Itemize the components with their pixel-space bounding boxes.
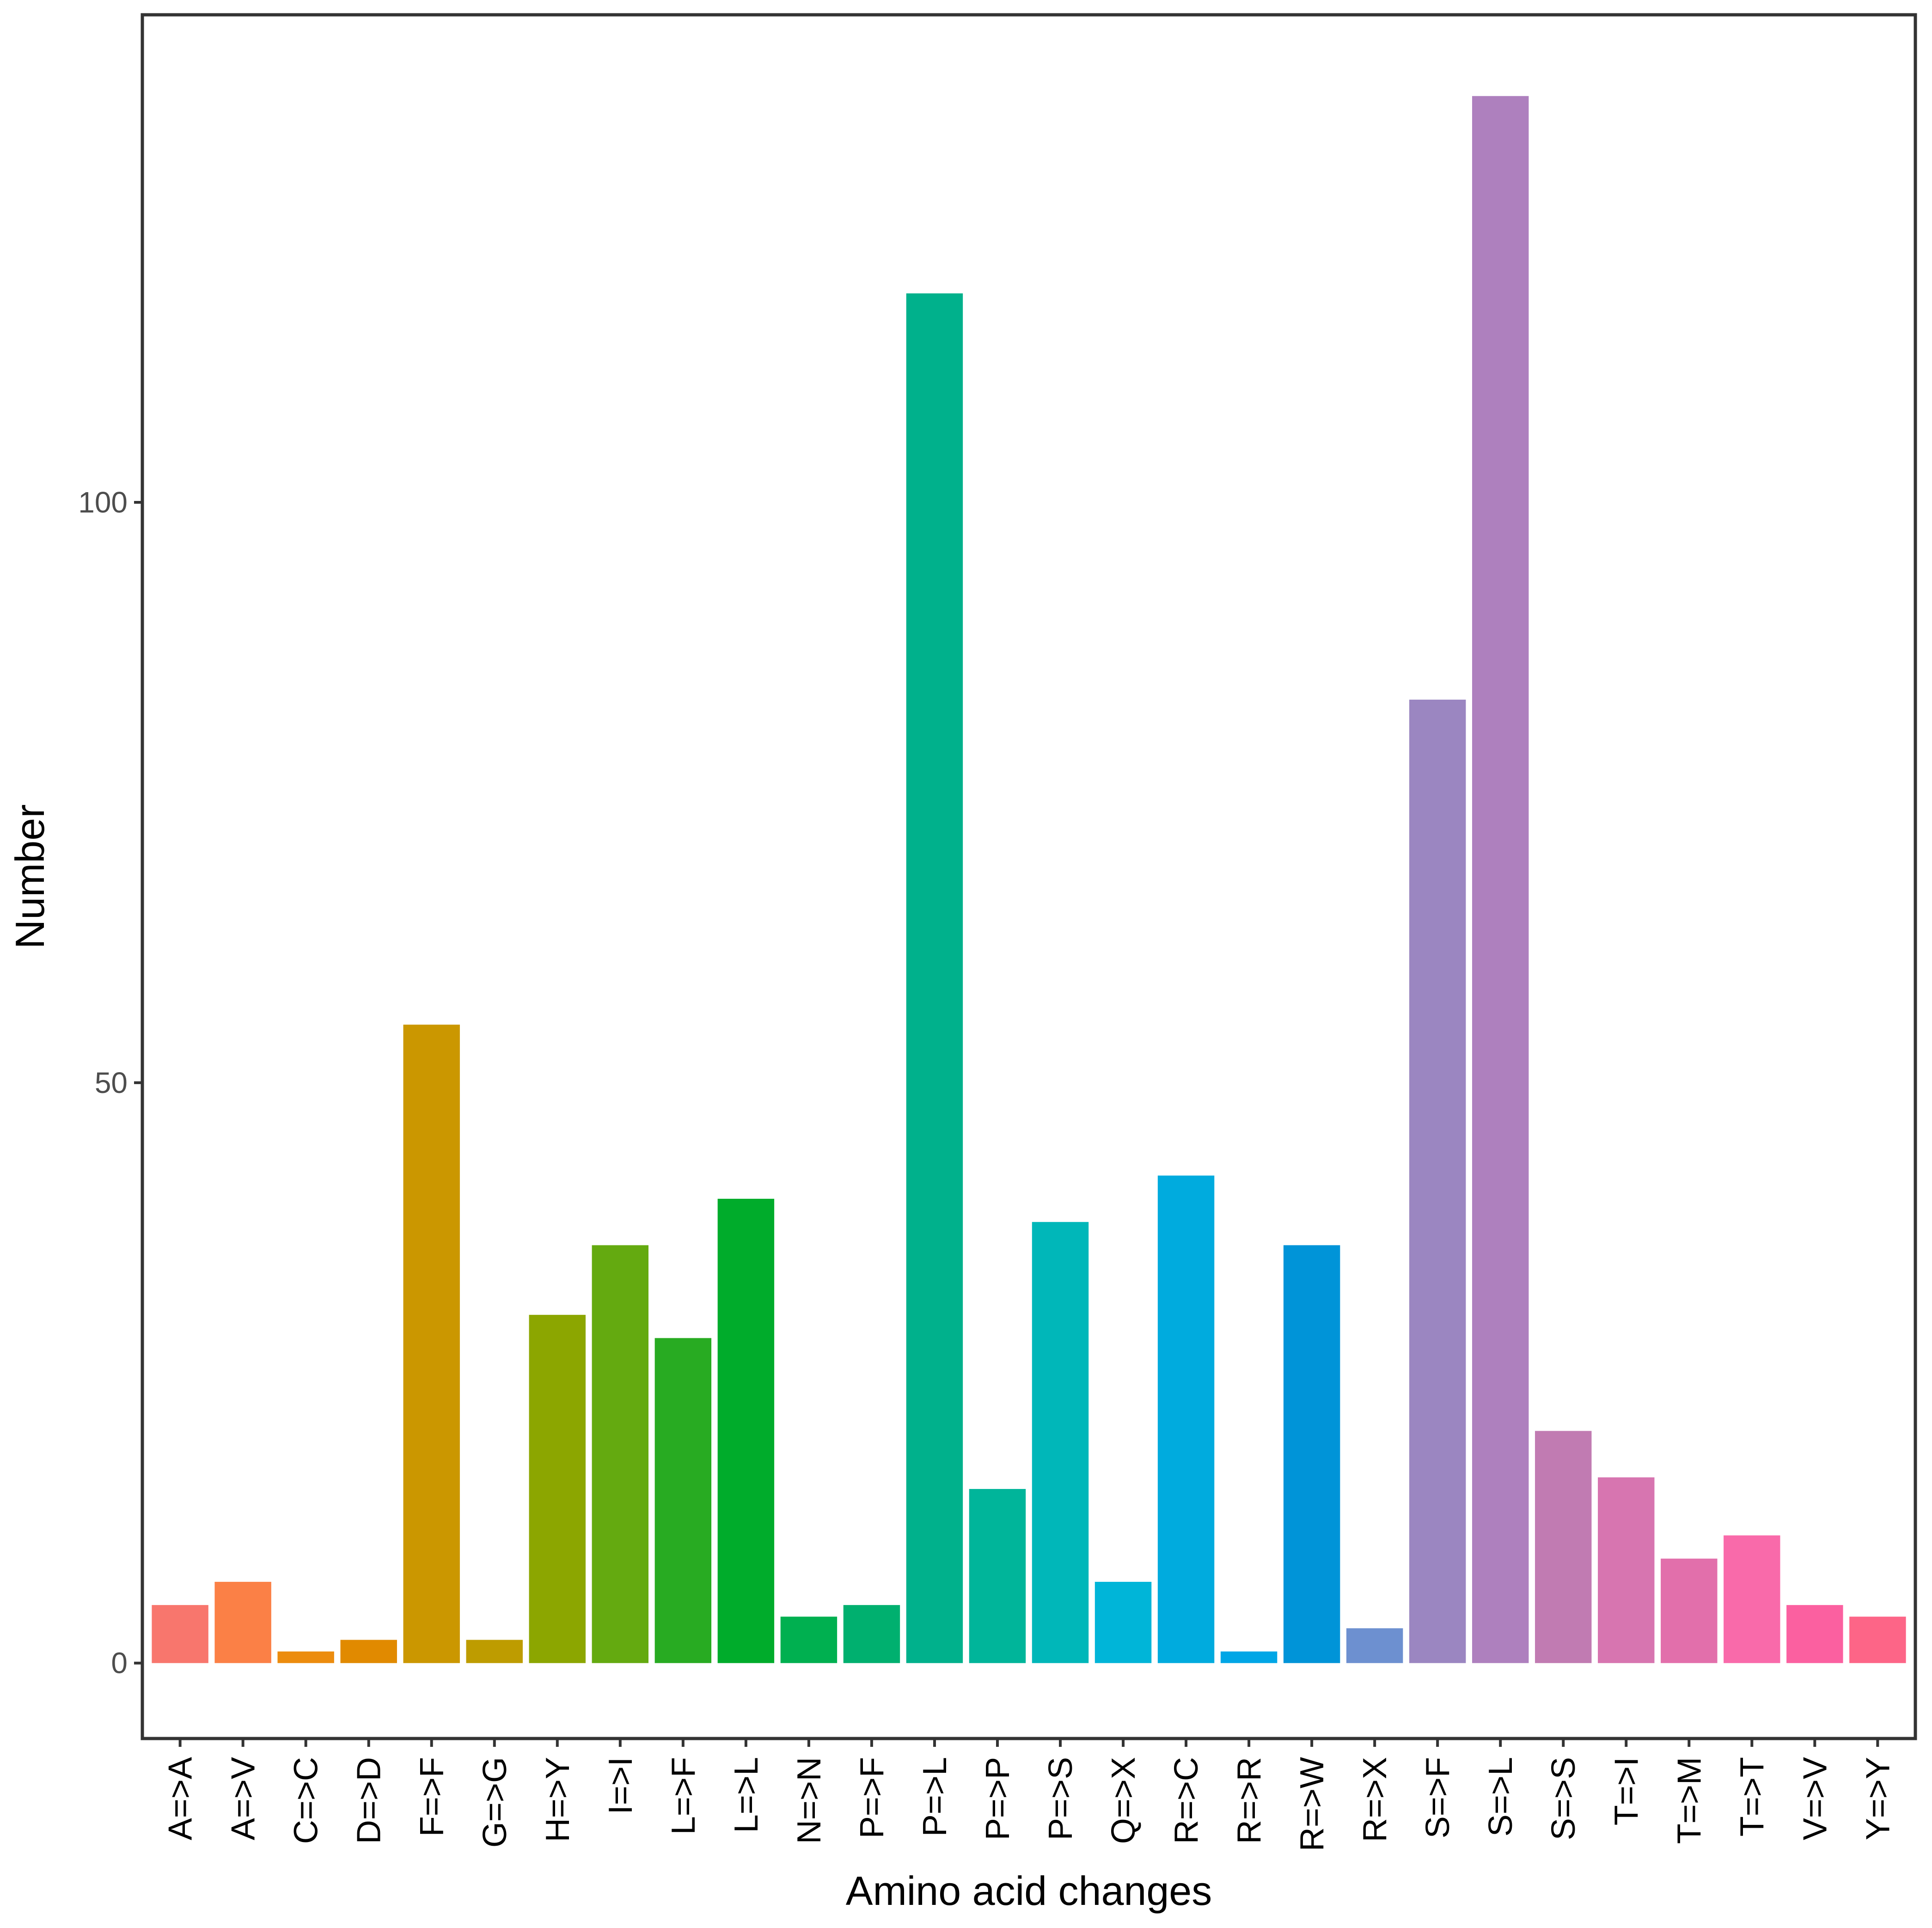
x-tick-label: P=>S: [1042, 1757, 1079, 1840]
x-tick-label: I=>I: [602, 1757, 639, 1814]
x-tick-label: D=>D: [351, 1757, 388, 1844]
x-tick-label: P=>L: [917, 1757, 954, 1836]
bar-10: [780, 1617, 838, 1663]
x-tick-label: T=>M: [1671, 1757, 1708, 1844]
bar-6: [529, 1315, 586, 1663]
bar-18: [1283, 1245, 1340, 1663]
bar-22: [1535, 1431, 1592, 1663]
x-tick-label: N=>N: [791, 1757, 828, 1844]
x-tick-label: V=>V: [1797, 1757, 1834, 1840]
bar-8: [654, 1338, 712, 1663]
bars-layer: [152, 96, 1906, 1663]
x-tick-label: H=>Y: [539, 1757, 576, 1842]
x-tick-label: F=>F: [414, 1757, 451, 1836]
x-axis: A=>A A=>V C=>C D=>D F=>F G=>G H=>Y I=>I L=>F L=>L…: [162, 1739, 1896, 1851]
x-tick-label: T=>I: [1608, 1757, 1645, 1825]
y-tick-label: 0: [111, 1647, 128, 1680]
bar-1: [214, 1581, 271, 1663]
x-tick-label: S=>F: [1419, 1757, 1456, 1838]
bar-17: [1220, 1651, 1278, 1663]
bar-15: [1094, 1581, 1152, 1663]
x-tick-label: A=>V: [225, 1757, 262, 1840]
bar-23: [1598, 1477, 1655, 1663]
x-tick-label: P=>F: [854, 1757, 891, 1838]
bar-12: [906, 293, 963, 1663]
x-tick-label: S=>L: [1482, 1757, 1519, 1836]
x-tick-label: T=>T: [1734, 1757, 1771, 1836]
bar-2: [277, 1651, 334, 1663]
y-tick-label: 50: [95, 1066, 128, 1099]
bar-5: [466, 1640, 523, 1663]
x-tick-label: R=>W: [1294, 1757, 1331, 1851]
x-tick-label: Q=>X: [1105, 1757, 1142, 1844]
x-tick-label: P=>P: [979, 1757, 1016, 1840]
y-axis: 0 50 100: [78, 486, 142, 1680]
x-axis-title: Amino acid changes: [846, 1868, 1212, 1914]
bar-16: [1157, 1175, 1215, 1663]
bar-3: [340, 1640, 397, 1663]
bar-27: [1849, 1617, 1906, 1663]
bar-26: [1786, 1605, 1843, 1663]
bar-24: [1661, 1558, 1718, 1663]
bar-21: [1472, 96, 1529, 1663]
y-tick-label: 100: [78, 486, 128, 519]
bar-14: [1032, 1222, 1089, 1663]
bar-13: [969, 1489, 1026, 1663]
x-tick-label: C=>C: [288, 1757, 325, 1844]
x-tick-label: Y=>Y: [1859, 1757, 1896, 1840]
x-tick-label: R=>X: [1357, 1757, 1394, 1842]
x-tick-label: A=>A: [162, 1757, 199, 1840]
x-tick-label: L=>L: [728, 1757, 765, 1833]
bar-4: [403, 1025, 460, 1663]
x-tick-label: S=>S: [1545, 1757, 1582, 1840]
bar-25: [1724, 1535, 1780, 1663]
x-tick-label: L=>F: [665, 1757, 702, 1835]
bar-7: [592, 1245, 649, 1663]
y-axis-title: Number: [7, 805, 53, 949]
bar-20: [1409, 699, 1466, 1663]
x-tick-label: G=>G: [477, 1757, 514, 1848]
bar-11: [843, 1605, 900, 1663]
bar-0: [152, 1605, 208, 1663]
x-tick-label: R=>R: [1231, 1757, 1268, 1844]
bar-19: [1346, 1628, 1403, 1663]
x-tick-label: R=>C: [1168, 1757, 1205, 1844]
bar-9: [717, 1199, 775, 1663]
